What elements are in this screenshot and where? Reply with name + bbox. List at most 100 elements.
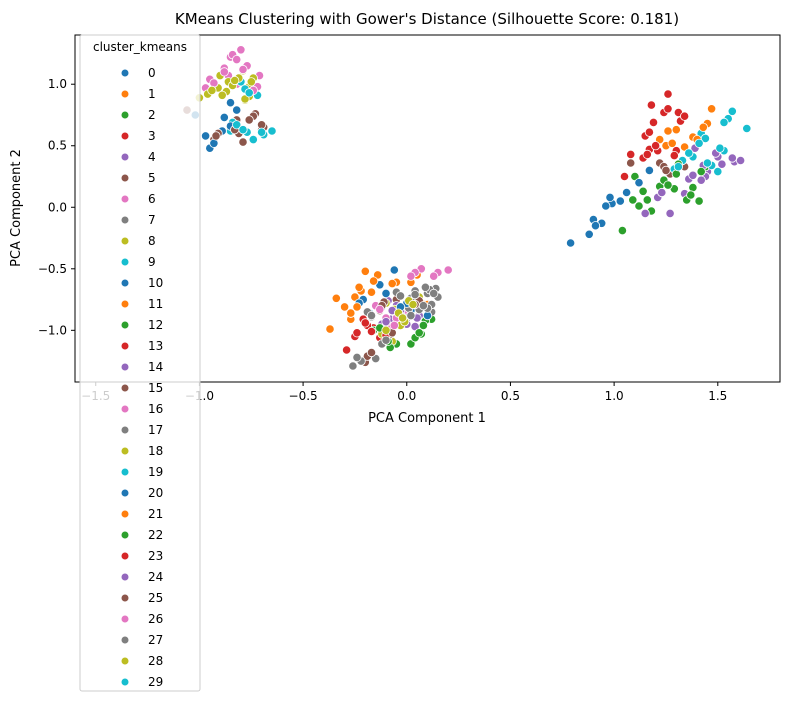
point-cluster-26-9 <box>389 320 399 330</box>
x-tick-label: 1.5 <box>708 389 727 403</box>
chart-title: KMeans Clustering with Gower's Distance … <box>175 10 679 28</box>
point-cluster-10-2 <box>621 187 632 198</box>
point-cluster-3-0 <box>646 100 657 110</box>
point-cluster-1-0 <box>325 324 335 334</box>
point-cluster-5-3 <box>238 137 248 147</box>
legend-label: 5 <box>148 171 156 185</box>
legend: cluster_kmeans 0123456789101112131415161… <box>79 34 201 692</box>
point-cluster-11-1 <box>331 293 341 303</box>
legend-label: 2 <box>148 108 156 122</box>
point-cluster-24-7 <box>696 175 706 185</box>
y-tick-label: 1.0 <box>48 77 67 91</box>
legend-marker <box>120 656 130 666</box>
point-cluster-21-5 <box>366 287 377 297</box>
legend-marker <box>120 404 130 414</box>
point-cluster-29-1 <box>238 125 248 135</box>
point-cluster-0-4 <box>615 196 625 206</box>
point-cluster-9-9 <box>713 167 723 177</box>
point-cluster-29-8 <box>702 158 713 168</box>
point-cluster-28-9 <box>217 90 227 100</box>
legend-marker <box>120 278 130 288</box>
point-cluster-27-7 <box>381 335 391 345</box>
point-cluster-28-3 <box>246 77 256 87</box>
point-cluster-25-4 <box>661 165 671 175</box>
legend-label: 28 <box>148 654 163 668</box>
x-tick-label: 1.0 <box>605 389 624 403</box>
point-cluster-29-0 <box>232 120 242 130</box>
point-cluster-23-1 <box>679 111 690 121</box>
legend-label: 13 <box>148 339 163 353</box>
legend-label: 7 <box>148 213 156 227</box>
point-cluster-10-8 <box>644 165 655 175</box>
point-cluster-9-1 <box>248 135 258 145</box>
legend-marker <box>120 509 130 519</box>
point-cluster-28-2 <box>230 75 240 86</box>
axes-frame <box>74 34 781 383</box>
point-cluster-26-1 <box>238 64 248 75</box>
point-cluster-27-8 <box>410 289 420 300</box>
point-cluster-29-5 <box>719 117 729 128</box>
point-cluster-24-0 <box>727 153 737 163</box>
point-cluster-11-6 <box>368 276 379 286</box>
point-cluster-22-3 <box>686 190 696 200</box>
point-cluster-23-4 <box>366 326 377 337</box>
y-tick-label: 0.0 <box>48 200 67 214</box>
legend-label: 15 <box>148 381 163 395</box>
legend-marker <box>120 236 130 246</box>
legend-marker <box>120 530 130 540</box>
legend-label: 4 <box>148 150 156 164</box>
point-cluster-2-2 <box>694 196 704 206</box>
x-axis-label: PCA Component 1 <box>368 411 486 426</box>
point-cluster-29-9 <box>673 162 684 172</box>
point-cluster-29-4 <box>715 143 725 153</box>
point-cluster-22-6 <box>634 201 644 211</box>
legend-marker <box>120 467 130 477</box>
y-axis-label: PCA Component 2 <box>9 149 24 267</box>
legend-label: 19 <box>148 465 163 479</box>
point-cluster-27-3 <box>429 288 439 298</box>
point-cluster-2-0 <box>617 226 628 236</box>
point-cluster-28-8 <box>397 313 408 323</box>
legend-label: 9 <box>148 255 156 269</box>
legend-label: 26 <box>148 612 163 626</box>
legend-label: 29 <box>148 675 163 689</box>
point-cluster-23-9 <box>669 151 679 161</box>
legend-label: 24 <box>148 570 163 584</box>
point-cluster-0-0 <box>565 238 576 248</box>
point-cluster-26-8 <box>375 304 385 314</box>
point-cluster-26-2 <box>219 67 229 77</box>
legend-marker <box>120 257 130 267</box>
point-cluster-20-4 <box>381 288 391 298</box>
x-tick-label: 0.0 <box>397 389 416 403</box>
legend-label: 23 <box>148 549 163 563</box>
y-tick-label: −1.0 <box>38 323 67 337</box>
legend-marker <box>120 341 130 351</box>
point-cluster-21-1 <box>354 282 364 292</box>
point-cluster-26-0 <box>232 54 242 65</box>
point-cluster-21-7 <box>387 278 397 289</box>
legend-label: 12 <box>148 318 163 332</box>
point-cluster-7-0 <box>348 361 358 371</box>
point-cluster-29-7 <box>684 148 694 158</box>
point-cluster-23-0 <box>663 104 673 114</box>
point-cluster-6-7 <box>443 265 453 275</box>
point-cluster-5-7 <box>626 158 636 168</box>
x-tick-label: 0.5 <box>501 389 520 403</box>
point-cluster-11-9 <box>346 308 356 318</box>
point-cluster-2-10 <box>406 339 416 349</box>
point-cluster-12-6 <box>628 195 638 205</box>
legend-label: 18 <box>148 444 163 458</box>
point-cluster-26-6 <box>406 271 416 281</box>
legend-marker <box>120 572 130 582</box>
point-cluster-22-1 <box>696 167 706 177</box>
point-cluster-22-9 <box>418 320 428 330</box>
legend-marker <box>120 677 130 687</box>
point-cluster-3-4 <box>648 117 659 128</box>
point-cluster-23-5 <box>352 328 362 338</box>
legend-marker <box>120 383 130 393</box>
legend-title: cluster_kmeans <box>93 40 187 54</box>
point-cluster-1-3 <box>706 104 717 114</box>
legend-label: 17 <box>148 423 163 437</box>
point-cluster-26-5 <box>429 271 439 281</box>
